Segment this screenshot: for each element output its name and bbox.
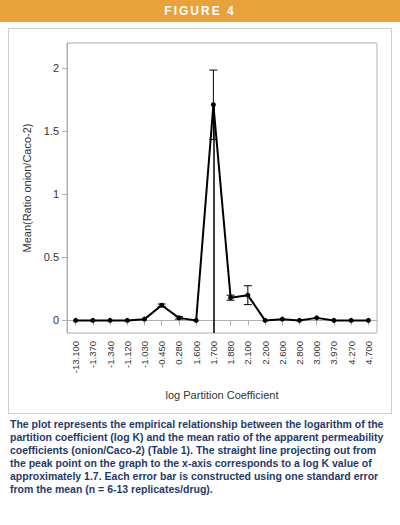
svg-text:3.000: 3.000	[311, 341, 322, 365]
svg-text:Mean(Ratio onion/Caco-2): Mean(Ratio onion/Caco-2)	[21, 123, 33, 252]
svg-text:3.970: 3.970	[328, 341, 339, 365]
svg-text:1.700: 1.700	[208, 341, 219, 365]
html-text:The plot represents the empiri: The plot represents the empirical relati…	[10, 418, 384, 495]
svg-text:log Partition Coefficient: log Partition Coefficient	[166, 389, 279, 401]
svg-text:2.100: 2.100	[242, 341, 253, 365]
svg-text:2.800: 2.800	[294, 341, 305, 365]
svg-text:0.5: 0.5	[44, 251, 59, 263]
svg-text:2.200: 2.200	[260, 341, 271, 365]
svg-text:-1.030: -1.030	[139, 341, 150, 368]
svg-text:-13.100: -13.100	[70, 341, 81, 373]
svg-text:0.280: 0.280	[173, 341, 184, 365]
svg-text:1: 1	[53, 188, 59, 200]
html-text:FIGURE 4: FIGURE 4	[164, 4, 236, 18]
svg-text:1.600: 1.600	[191, 341, 202, 365]
svg-text:-0.450: -0.450	[156, 341, 167, 368]
svg-text:-1.120: -1.120	[122, 341, 133, 368]
svg-text:2.600: 2.600	[277, 341, 288, 365]
svg-text:4.270: 4.270	[346, 341, 357, 365]
svg-text:1.880: 1.880	[225, 341, 236, 365]
svg-text:-1.340: -1.340	[105, 341, 116, 368]
svg-text:2: 2	[53, 62, 59, 74]
svg-text:4.700: 4.700	[363, 341, 374, 365]
svg-text:0: 0	[53, 314, 59, 326]
svg-text:1.5: 1.5	[44, 125, 59, 137]
svg-text:-1.370: -1.370	[87, 341, 98, 368]
